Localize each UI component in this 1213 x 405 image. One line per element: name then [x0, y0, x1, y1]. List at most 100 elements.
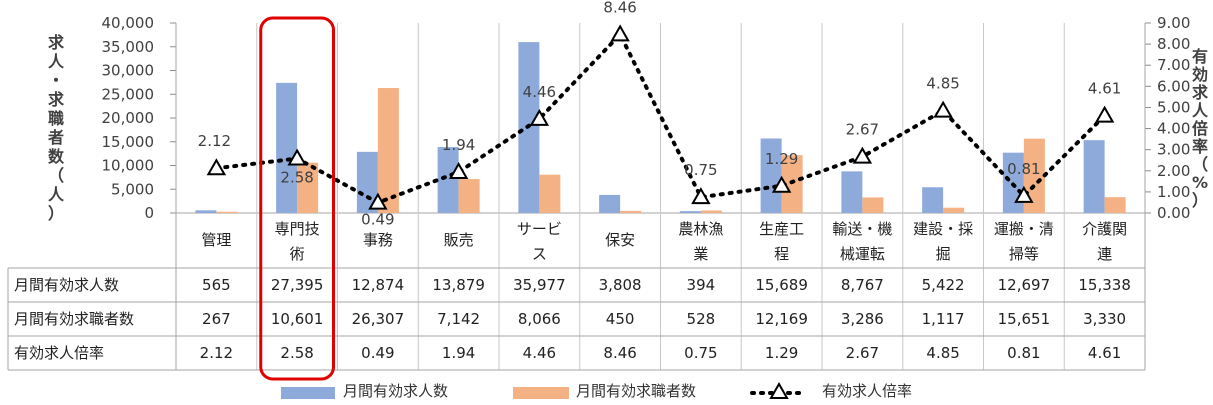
bar-mark-job-seekers [620, 210, 642, 213]
line-data-label: 4.46 [523, 83, 556, 101]
line-point-marker [933, 100, 953, 118]
category-label-line: 連 [1097, 245, 1112, 263]
category-label-line: 業 [693, 245, 708, 263]
line-data-labels: 2.12 2.58 0.49 1.94 4.46 8.46 0.75 1.29 2.67 4.85… [198, 0, 1122, 229]
table-cell-value: 1.29 [765, 344, 798, 362]
line-point-marker [529, 108, 550, 126]
right-axis-title-char: 求 [1192, 83, 1209, 102]
left-axis-tick-label: 5,000 [111, 180, 154, 198]
line-point-marker [1014, 185, 1034, 203]
left-axis-title: 求人・求職者数（人） [47, 33, 65, 223]
left-axis-title-char: 職 [48, 109, 64, 128]
bar-mark-job-openings [599, 194, 621, 213]
category-label-line: 生産工 [759, 220, 804, 238]
left-axis-tick-label: 40,000 [102, 14, 155, 32]
bar-mark-job-seekers [943, 207, 965, 213]
data-table-grid [7, 267, 1145, 371]
line-data-label: 0.75 [684, 161, 717, 179]
category-label-line: 運搬・清 [994, 220, 1054, 238]
highlight-box [259, 16, 335, 381]
table-cell-value: 2.58 [280, 344, 313, 362]
category-label: 保安 [605, 231, 635, 249]
table-cell-value: 8.46 [603, 344, 636, 362]
left-axis-tick-label: 20,000 [102, 109, 155, 127]
table-cell-value: 13,879 [432, 276, 485, 294]
right-axis-tick-label: 6.00 [1157, 77, 1190, 95]
bar-mark-job-openings [760, 138, 782, 213]
right-axis-ticks: 0.00 1.00 2.00 3.00 4.00 5.00 6.00 7.00 8.00 9.00 [1145, 14, 1190, 222]
left-axis-title-char: ） [48, 204, 64, 223]
left-axis-title-char: （ [48, 166, 64, 185]
table-cell-value: 267 [202, 310, 231, 328]
right-axis-title-char: （ [1192, 155, 1208, 174]
table-cell-value: 8,066 [518, 310, 561, 328]
table-cell-value: 15,651 [998, 310, 1051, 328]
legend-marker-ratio [769, 381, 789, 399]
line-data-label: 4.61 [1088, 80, 1121, 98]
table-row-label: 月間有効求人数 [14, 276, 119, 294]
right-axis-title-char: % [1192, 173, 1208, 192]
right-axis-title-char: 倍 [1192, 119, 1208, 138]
category-label-line: 程 [774, 245, 789, 263]
category-label: 事務 [363, 231, 393, 249]
category-label-line: 建設・採 [913, 220, 973, 238]
table-cell-value: 0.81 [1007, 344, 1040, 362]
left-axis-title-char: 人 [48, 52, 65, 71]
bar-mark-job-seekers [862, 197, 884, 213]
legend-swatch-job-openings [281, 387, 335, 399]
line-point-marker [1094, 105, 1115, 123]
right-axis-tick-label: 2.00 [1157, 162, 1190, 180]
table-cell-value: 12,169 [755, 310, 808, 328]
left-axis-tick-label: 30,000 [102, 62, 155, 80]
category-label-line: ス [532, 245, 547, 263]
plot-frame [175, 23, 1146, 370]
table-cell-value: 3,330 [1083, 310, 1126, 328]
line-data-label: 0.49 [361, 211, 394, 229]
category-label-line: 掃等 [1009, 245, 1039, 263]
right-axis-tick-label: 8.00 [1157, 35, 1190, 53]
table-cell-value: 3,808 [599, 276, 642, 294]
left-axis-title-char: ・ [48, 71, 64, 90]
left-axis-tick-label: 10,000 [102, 157, 155, 175]
line-data-label: 2.58 [280, 169, 313, 187]
bar-mark-job-seekers [297, 162, 319, 213]
table-cell-value: 0.49 [361, 344, 394, 362]
line-series-path [214, 30, 1107, 205]
table-cell-value: 15,689 [755, 276, 808, 294]
right-axis-title-char: ） [1192, 191, 1208, 210]
left-axis-tick-label: 25,000 [102, 85, 155, 103]
line-data-label: 2.67 [846, 121, 879, 139]
table-cell-value: 26,307 [352, 310, 405, 328]
legend-swatch-job-seekers [513, 387, 569, 399]
line-data-label: 1.94 [442, 136, 475, 154]
line-point-marker [206, 158, 227, 176]
bar-mark-job-openings [195, 210, 217, 213]
category-label-line: 掘 [936, 245, 951, 263]
line-point-marker [448, 162, 469, 180]
category-label-line: サービ [517, 220, 562, 238]
right-axis-tick-label: 0.00 [1157, 204, 1190, 222]
right-axis-tick-label: 4.00 [1157, 120, 1190, 138]
bar-mark-job-seekers [216, 211, 238, 213]
left-axis-title-char: 数 [48, 147, 65, 166]
bar-mark-job-openings [841, 171, 863, 213]
category-label-line: 専門技 [275, 220, 320, 238]
line-series [206, 24, 1115, 210]
category-label: 管理 [201, 231, 231, 249]
right-axis-title-char: 人 [1192, 101, 1209, 120]
line-data-label: 2.12 [198, 132, 231, 150]
bar-mark-job-seekers [539, 174, 561, 213]
right-axis-tick-label: 9.00 [1157, 14, 1190, 32]
line-point-marker [610, 24, 630, 42]
category-label-line: 術 [290, 245, 305, 263]
right-axis-tick-label: 3.00 [1157, 141, 1190, 159]
bar-mark-job-seekers [1023, 138, 1045, 213]
right-axis-title-char: 効 [1192, 65, 1208, 84]
table-cell-value: 15,338 [1078, 276, 1131, 294]
line-point-marker [287, 148, 307, 166]
table-cell-value: 4.61 [1088, 344, 1121, 362]
legend-label-job-openings: 月間有効求人数 [343, 382, 448, 400]
bar-mark-job-openings [356, 151, 378, 213]
legend-label-job-seekers: 月間有効求職者数 [576, 382, 696, 400]
